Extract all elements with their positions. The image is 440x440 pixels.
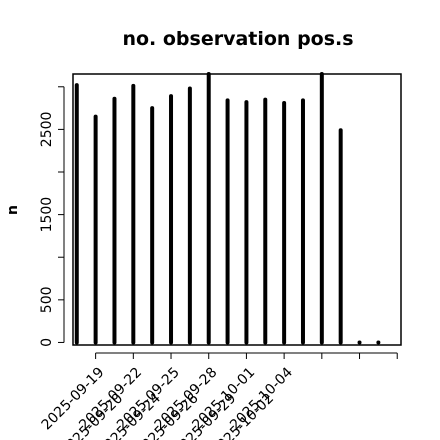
bar-2025-10-04 — [376, 340, 381, 345]
y-tick-label: 500 — [39, 286, 55, 313]
y-axis: 0 500 1500 2500 — [39, 86, 65, 347]
plot-frame — [72, 73, 402, 346]
bar-2025-10-03 — [357, 340, 362, 345]
y-tick-label: 1500 — [39, 197, 55, 233]
y-tick-label: 0 — [39, 338, 55, 347]
chart-title: no. observation pos.s — [122, 28, 353, 50]
x-axis: 2025-09-192025-09-202025-09-222025-09-24… — [39, 352, 398, 440]
y-tick-label: 2500 — [39, 112, 55, 148]
bars-layer — [74, 72, 381, 345]
y-axis-label: n — [5, 205, 21, 215]
